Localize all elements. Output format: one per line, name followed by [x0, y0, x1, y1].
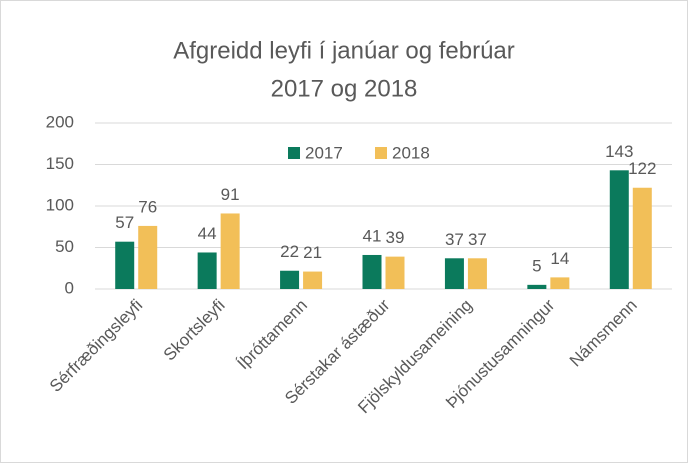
y-tick-label: 150: [46, 154, 74, 173]
bar: [609, 170, 629, 289]
data-label: 122: [628, 159, 656, 178]
bar: [197, 252, 217, 289]
y-tick-label: 50: [55, 237, 74, 256]
legend-swatch: [288, 147, 300, 159]
legend-label: 2017: [305, 143, 343, 162]
bar: [220, 213, 240, 289]
bar: [444, 258, 464, 289]
data-label: 39: [386, 228, 405, 247]
data-label: 41: [363, 226, 382, 245]
y-tick-label: 200: [46, 112, 74, 131]
data-label: 57: [115, 213, 134, 232]
bar: [280, 270, 300, 289]
data-label: 143: [605, 142, 633, 161]
data-label: 44: [198, 224, 217, 243]
bar: [527, 284, 547, 289]
bar: [467, 258, 487, 289]
bar: [362, 254, 382, 289]
bar: [115, 241, 135, 289]
data-label: 37: [468, 230, 487, 249]
bar: [385, 256, 405, 289]
legend-swatch: [375, 147, 387, 159]
bar: [632, 187, 652, 289]
bar: [303, 271, 323, 289]
data-label: 5: [532, 256, 541, 275]
legend-label: 2018: [392, 143, 430, 162]
data-label: 14: [550, 249, 569, 268]
y-tick-label: 0: [65, 278, 74, 297]
chart-title: Afgreidd leyfi í janúar og febrúar: [173, 37, 515, 64]
data-label: 21: [303, 243, 322, 262]
data-label: 91: [221, 185, 240, 204]
chart-title: 2017 og 2018: [271, 75, 418, 102]
y-tick-label: 100: [46, 195, 74, 214]
data-label: 22: [280, 242, 299, 261]
data-label: 37: [445, 230, 464, 249]
bar: [550, 277, 570, 289]
bar: [138, 225, 158, 289]
data-label: 76: [138, 197, 157, 216]
